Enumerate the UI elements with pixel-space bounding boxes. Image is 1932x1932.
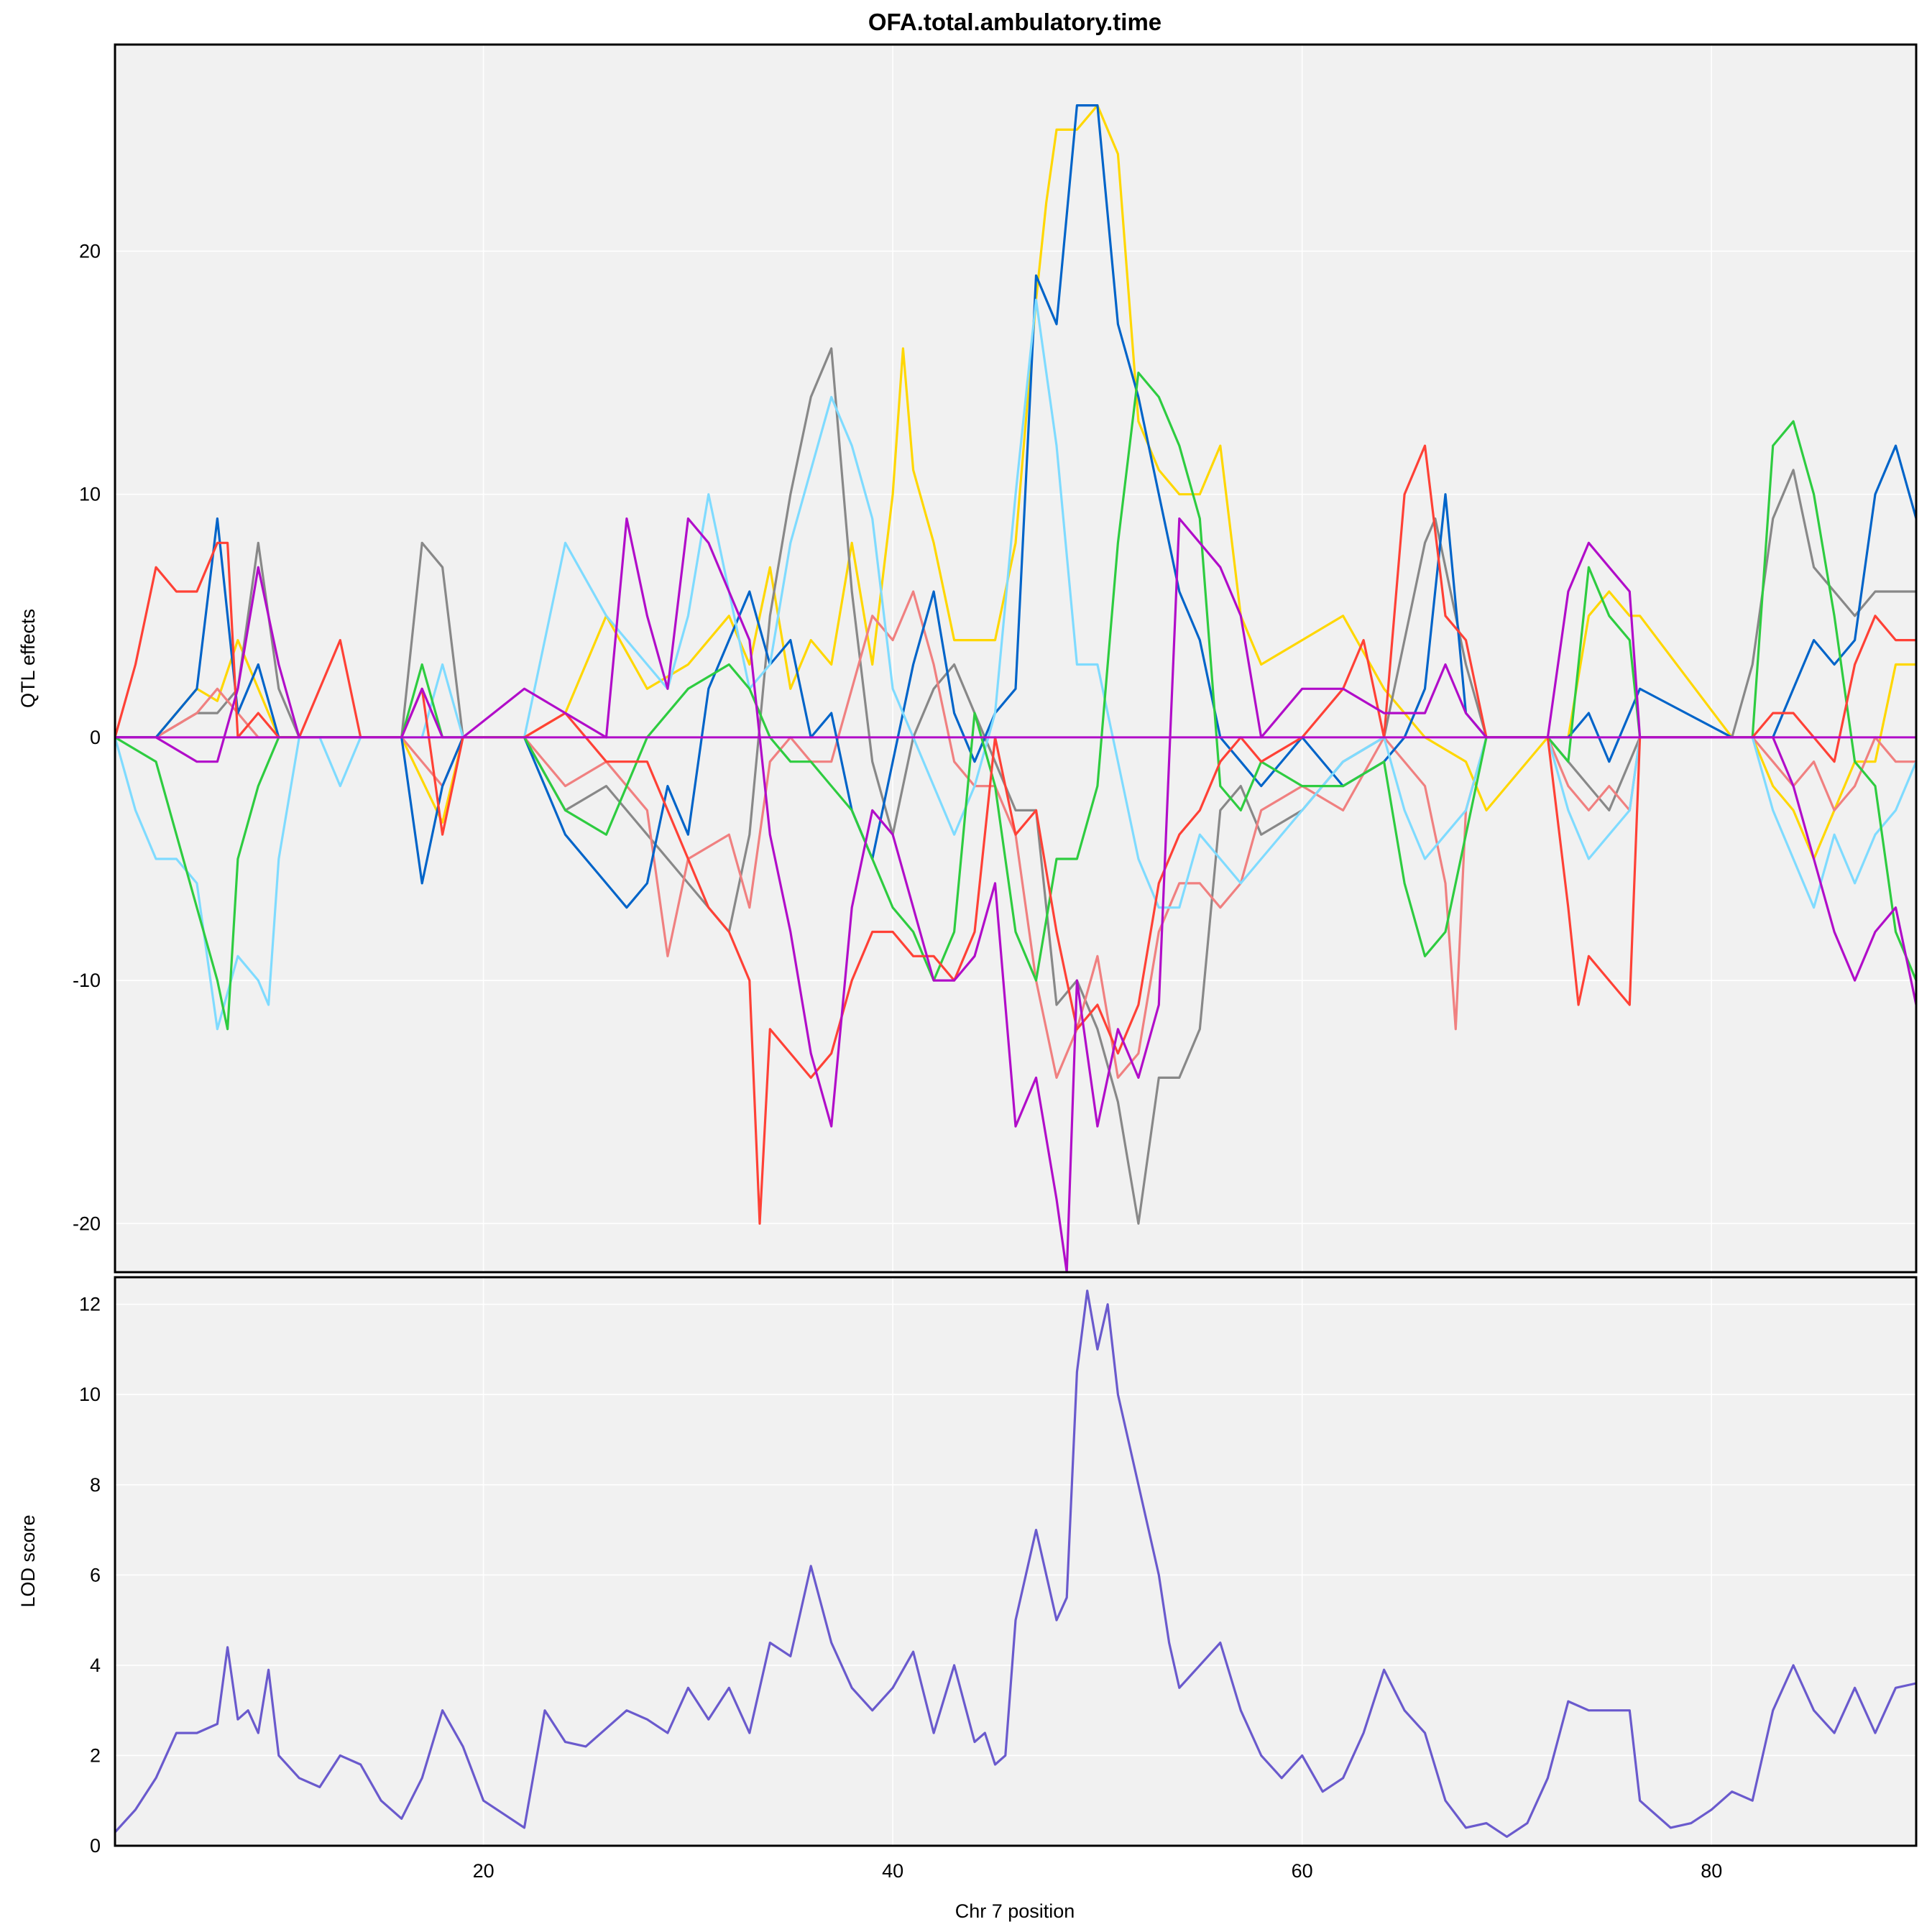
x-ticks: 20 40 60 80 [473, 1860, 1723, 1882]
effect-series-blue [115, 104, 1918, 909]
x-tick-label: 20 [473, 1860, 494, 1882]
y-tick-label: -20 [73, 1213, 101, 1234]
effects-panel-background [115, 45, 1916, 1272]
lod-series-group [114, 1289, 1917, 1838]
y-tick-label: 4 [90, 1655, 101, 1676]
y-tick-label: 8 [90, 1474, 101, 1496]
effects-series-group [114, 104, 1918, 1274]
x-tick-label: 40 [882, 1860, 903, 1882]
y-tick-label: -10 [73, 970, 101, 991]
effects-y-axis-label: QTL effects [17, 609, 39, 708]
effects-panel-frame [114, 43, 1918, 1274]
y-tick-label: 20 [79, 240, 101, 262]
y-tick-label: 10 [79, 484, 101, 505]
lod-y-axis-label: LOD score [17, 1514, 39, 1607]
y-tick-label: 0 [90, 727, 101, 748]
effect-series-yellow [115, 104, 1916, 860]
chart-title: OFA.total.ambulatory.time [868, 9, 1162, 35]
effects-y-ticks: -20 -10 0 10 20 [73, 240, 101, 1234]
lod-y-ticks: 0 2 4 6 8 10 12 [79, 1294, 101, 1857]
effect-series-lightblue [114, 298, 1918, 1031]
y-tick-label: 12 [79, 1294, 101, 1315]
effect-series-purple [115, 517, 1918, 1274]
x-tick-label: 80 [1701, 1860, 1722, 1882]
y-tick-label: 6 [90, 1564, 101, 1586]
x-axis-label: Chr 7 position [955, 1900, 1075, 1922]
lod-panel-frame [114, 1276, 1918, 1847]
lod-series [114, 1289, 1917, 1838]
y-tick-label: 10 [79, 1384, 101, 1405]
lod-panel-background [115, 1277, 1916, 1846]
y-tick-label: 0 [90, 1835, 101, 1857]
lod-grid [115, 1277, 1916, 1846]
y-tick-label: 2 [90, 1744, 101, 1766]
x-tick-label: 60 [1292, 1860, 1313, 1882]
